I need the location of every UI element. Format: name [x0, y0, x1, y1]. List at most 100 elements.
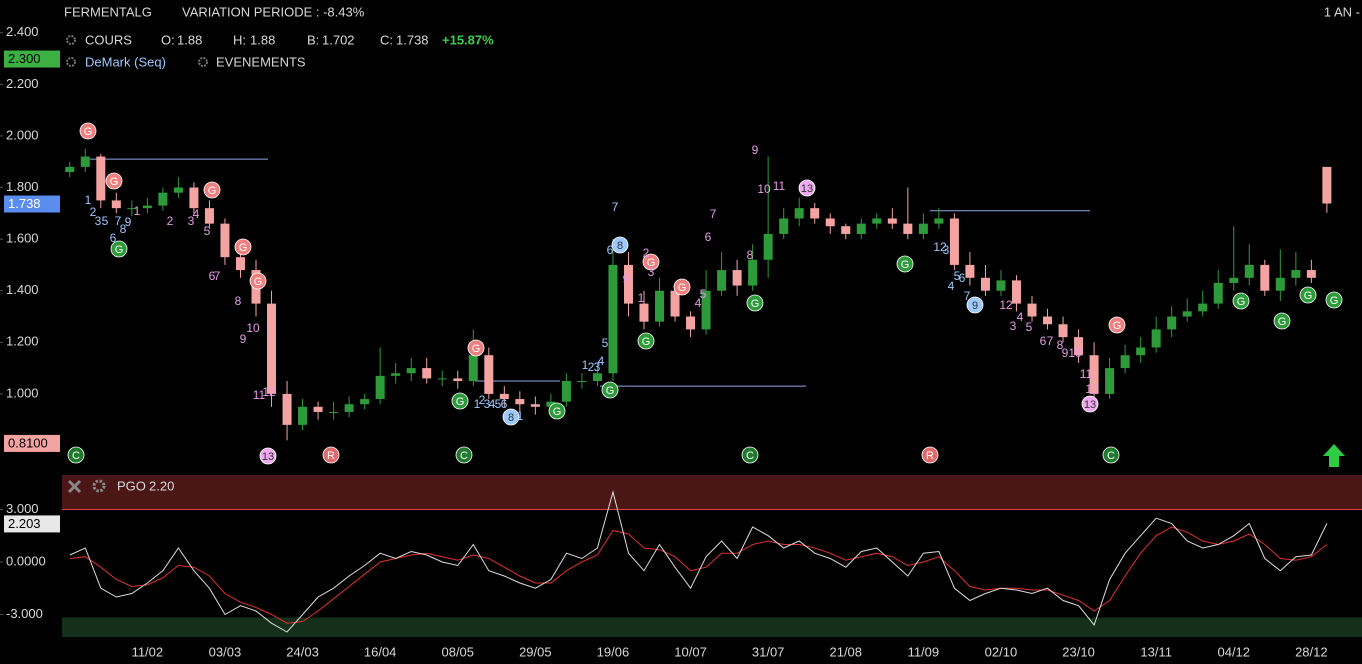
signal-marker[interactable] — [1273, 312, 1291, 330]
indicator-badge — [4, 515, 60, 533]
candle-body — [779, 218, 789, 234]
signal-marker[interactable] — [467, 339, 485, 357]
signal-marker[interactable] — [611, 236, 629, 254]
demark-count: 5 — [700, 287, 707, 301]
signal-marker[interactable] — [502, 408, 520, 426]
signal-marker[interactable] — [110, 240, 128, 258]
candle-body — [499, 393, 509, 400]
candle-body — [360, 399, 370, 405]
signal-marker[interactable] — [673, 278, 691, 296]
x-tick-label: 31/07 — [752, 644, 785, 659]
candle-body — [1167, 316, 1177, 330]
candle-body — [1074, 337, 1084, 356]
candle-body — [267, 303, 277, 394]
signal-marker[interactable] — [548, 402, 566, 420]
y-tick-label: 2.200 — [6, 76, 39, 91]
symbol[interactable]: FERMENTALG — [64, 4, 152, 19]
price-badge-label: 0.8100 — [8, 435, 48, 450]
demark-count: 9 — [125, 215, 132, 229]
signal-marker[interactable] — [1108, 316, 1126, 334]
signal-marker[interactable] — [896, 255, 914, 273]
y-tick-label: 1.600 — [6, 231, 39, 246]
candle-body — [949, 218, 959, 265]
y-tick-label: 0.0000 — [6, 553, 46, 568]
signal-marker[interactable] — [105, 172, 123, 190]
indicator-badge-label: 2.203 — [8, 516, 41, 531]
candle-body — [670, 290, 680, 317]
signal-marker[interactable] — [455, 446, 473, 464]
signal-marker[interactable] — [637, 332, 655, 350]
demark-count: 9 — [240, 332, 247, 346]
signal-marker[interactable] — [249, 272, 267, 290]
close-icon[interactable] — [67, 479, 82, 494]
candle-body — [717, 270, 727, 291]
candle-body — [623, 264, 633, 304]
demark-count: 5 — [602, 336, 609, 350]
settings-icon[interactable] — [66, 35, 76, 45]
signal-marker[interactable] — [1232, 292, 1250, 310]
candle-body — [298, 406, 308, 425]
demark-count: 3 — [95, 214, 102, 228]
events[interactable]: EVENEMENTS — [216, 54, 306, 69]
signal-marker[interactable] — [451, 392, 469, 410]
candle-body — [1058, 324, 1068, 338]
demark-count: 7 — [214, 269, 221, 283]
x-tick-label: 08/05 — [441, 644, 474, 659]
signal-marker[interactable] — [203, 181, 221, 199]
signal-label: C — [746, 450, 754, 462]
period-selector[interactable]: 1 AN - — [1324, 4, 1360, 19]
x-tick-label: 10/07 — [674, 644, 707, 659]
signal-marker[interactable] — [642, 253, 660, 271]
signal-marker[interactable] — [259, 447, 277, 465]
signal-marker[interactable] — [921, 446, 939, 464]
signal-marker[interactable] — [741, 446, 759, 464]
signal-label: G — [84, 126, 93, 138]
candle-body — [577, 381, 587, 382]
close-label: C: — [380, 32, 393, 47]
candle-body — [546, 401, 556, 407]
signal-marker[interactable] — [67, 446, 85, 464]
signal-label: 9 — [972, 300, 978, 312]
settings-icon[interactable] — [66, 57, 76, 67]
low-label: B: — [307, 32, 319, 47]
signal-marker[interactable] — [966, 296, 984, 314]
low-value: 1.702 — [322, 32, 355, 47]
oversold-zone — [62, 617, 1362, 637]
candle-body — [825, 218, 835, 227]
indicator-header: PGO 2.20 — [67, 478, 174, 494]
candle-body — [1198, 303, 1208, 312]
signal-label: G — [606, 385, 615, 397]
settings-icon[interactable] — [92, 479, 106, 493]
settings-icon[interactable] — [198, 57, 208, 67]
demark-count: 5 — [954, 269, 961, 283]
indicator-name: PGO — [117, 478, 146, 493]
signal-marker[interactable] — [234, 238, 252, 256]
demark-count: 9 — [752, 143, 759, 157]
signal-marker[interactable] — [798, 179, 816, 197]
signal-marker[interactable] — [1299, 286, 1317, 304]
signal-label: G — [472, 343, 481, 355]
demark-count: 6 — [209, 269, 216, 283]
signal-marker[interactable] — [322, 446, 340, 464]
indicator-parameter: 2.20 — [149, 478, 174, 493]
demark-count: 8 — [747, 248, 754, 262]
signal-label: R — [926, 450, 934, 462]
signal-label: G — [239, 242, 248, 254]
candle-body — [1322, 166, 1332, 204]
signal-marker[interactable] — [79, 122, 97, 140]
indicator-line — [69, 526, 1328, 624]
demark-count: 12 — [262, 385, 276, 399]
signal-marker[interactable] — [746, 294, 764, 312]
candle-body — [422, 368, 432, 379]
signal-marker[interactable] — [601, 381, 619, 399]
signal-label: G — [208, 185, 217, 197]
signal-marker[interactable] — [1081, 395, 1099, 413]
signal-marker[interactable] — [1325, 291, 1343, 309]
candle-body — [1105, 368, 1115, 394]
study-name[interactable]: DeMark (Seq) — [85, 54, 166, 69]
signal-marker[interactable] — [1102, 446, 1120, 464]
signal-label: G — [1304, 290, 1313, 302]
demark-count: 4 — [193, 207, 200, 221]
candle-body — [282, 393, 292, 425]
